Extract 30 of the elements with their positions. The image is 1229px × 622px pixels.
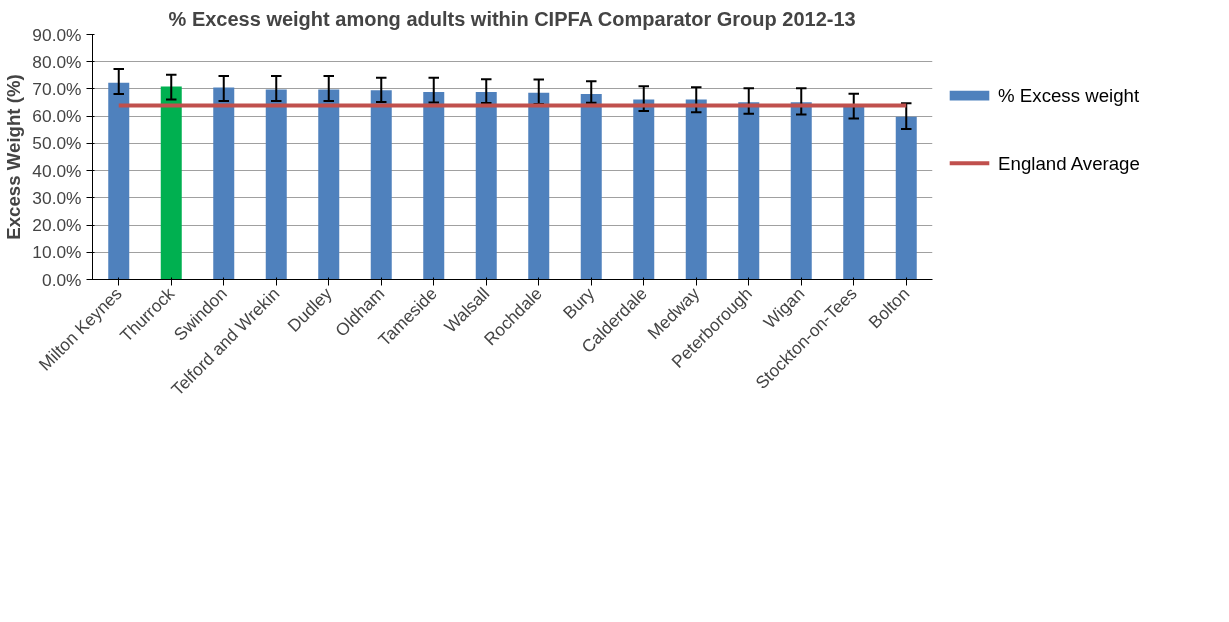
bar (213, 87, 235, 280)
bar (843, 105, 865, 280)
legend-label: England Average (998, 152, 1140, 174)
chart-title: % Excess weight among adults within CIPFA Comparator Group 2012-13 (168, 7, 856, 30)
bar (423, 91, 445, 280)
bar (685, 99, 707, 280)
bar (475, 91, 497, 280)
bar (108, 82, 130, 280)
legend-label: % Excess weight (998, 85, 1140, 107)
y-tick-label: 30.0% (32, 187, 82, 208)
y-tick-label: 10.0% (32, 242, 82, 263)
y-tick-label: 40.0% (32, 160, 82, 181)
y-tick-label: 60.0% (32, 106, 82, 127)
bar (580, 94, 602, 280)
bar (790, 102, 812, 280)
bar (895, 116, 917, 280)
y-tick-label: 0.0% (42, 269, 82, 290)
bar (265, 89, 287, 280)
y-tick-label: 20.0% (32, 215, 82, 236)
y-tick-label: 90.0% (32, 24, 82, 45)
y-tick-label: 70.0% (32, 78, 82, 99)
y-tick-label: 80.0% (32, 51, 82, 72)
bar (160, 86, 182, 280)
bar (738, 102, 760, 280)
y-axis-title: Excess Weight (%) (3, 74, 25, 240)
y-tick-label: 50.0% (32, 133, 82, 154)
bar (528, 92, 550, 280)
bar (633, 99, 655, 280)
bar (370, 90, 392, 280)
bar (318, 89, 340, 280)
